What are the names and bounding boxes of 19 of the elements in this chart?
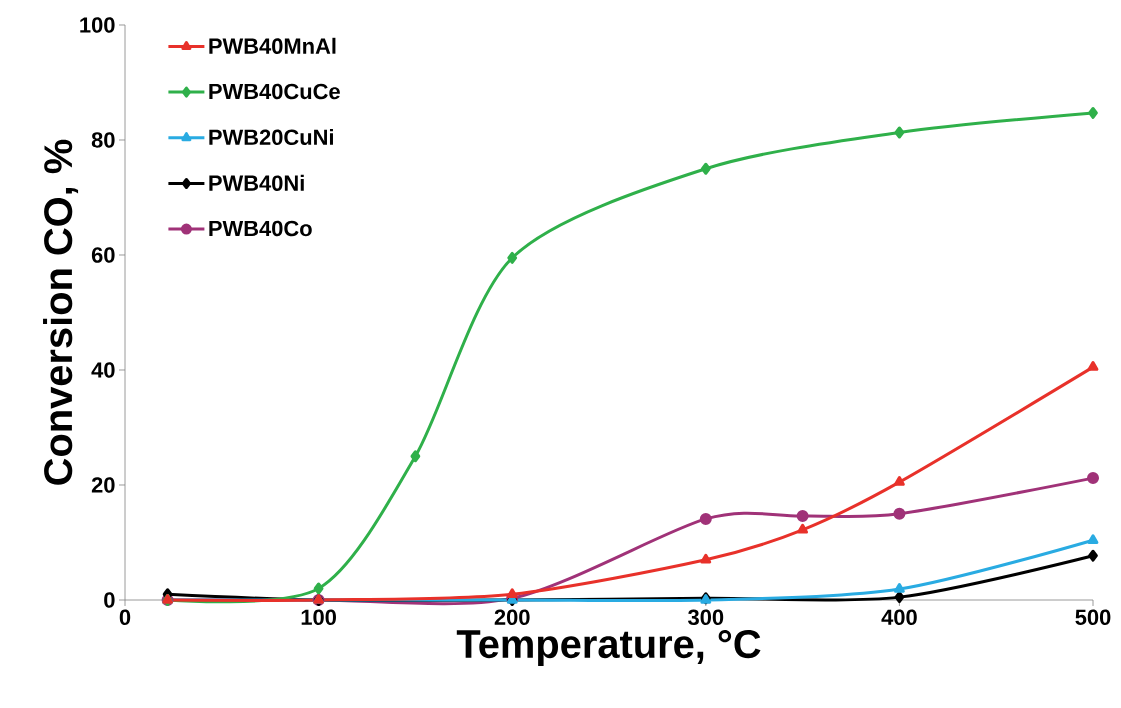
y-tick-label: 100 — [80, 17, 115, 33]
y-tick-label: 40 — [91, 362, 115, 378]
legend-label: PWB40Co — [209, 220, 312, 237]
legend-label: PWB20CuNi — [209, 128, 333, 146]
y-tick-label: 80 — [91, 132, 115, 148]
x-tick-label: 200 — [494, 609, 530, 626]
legend-label: PWB40MnAl — [209, 37, 336, 54]
x-tick-label: 0 — [119, 609, 131, 626]
y-tick-label: 60 — [91, 247, 115, 263]
x-axis-title: Temperature, °C — [456, 629, 761, 666]
y-tick-label: 20 — [91, 477, 115, 493]
y-axis-title: Conversion CO, % — [43, 139, 79, 485]
x-tick-label: 400 — [881, 609, 917, 626]
x-tick-label: 100 — [301, 609, 336, 626]
legend-label: PWB40Ni — [209, 174, 304, 191]
y-tick-label: 0 — [104, 592, 115, 608]
x-tick-label: 300 — [688, 609, 724, 626]
x-tick-label: 500 — [1075, 609, 1111, 626]
legend-label: PWB40CuCe — [209, 83, 340, 100]
